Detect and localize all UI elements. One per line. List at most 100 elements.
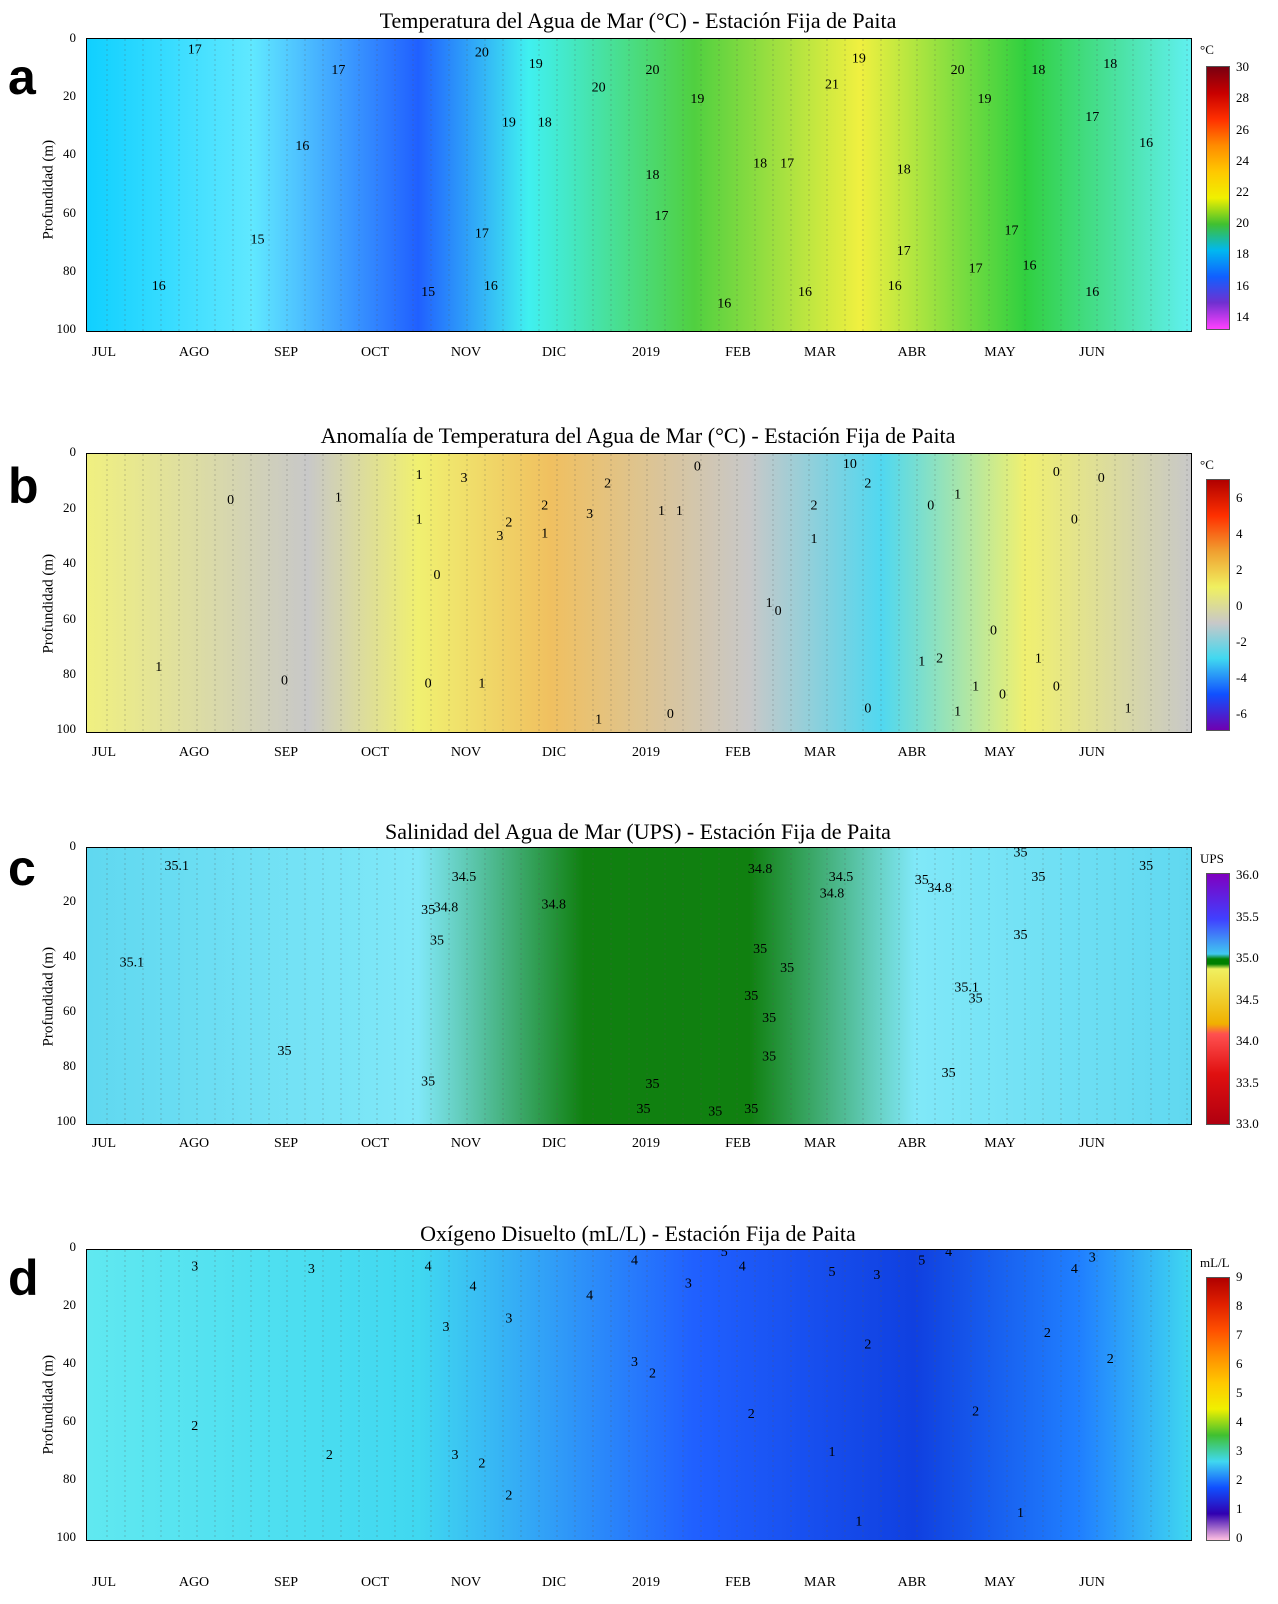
contour-label: 17 xyxy=(1004,224,1018,239)
contour-label: 0 xyxy=(1071,513,1078,528)
colorbar-tick: -2 xyxy=(1236,634,1247,649)
contour-label: 1 xyxy=(1125,702,1132,717)
contour-label: 0 xyxy=(864,702,871,717)
colorbar-tick: 3 xyxy=(1236,1443,1243,1458)
x-tick: MAY xyxy=(984,1136,1016,1151)
contour-label: 4 xyxy=(469,1280,476,1295)
colorbar-tick: 34.0 xyxy=(1236,1033,1259,1048)
contour-label: 18 xyxy=(753,156,767,171)
contour-label: 18 xyxy=(538,116,552,131)
colorbar-tick: 2 xyxy=(1236,562,1243,577)
contour-label: 17 xyxy=(969,262,983,277)
contour-label: 35 xyxy=(1031,870,1045,885)
x-tick: DIC xyxy=(541,1136,567,1151)
x-tick: DIC xyxy=(541,745,567,760)
colorbar-tick: 26 xyxy=(1236,122,1249,137)
heatmap-plot: 17 17 16 15 16 15 20 19 19 18 17 16 20 20 19 18 17 16 18 17… xyxy=(86,38,1192,332)
contour-label: 4 xyxy=(425,1259,432,1274)
y-tick: 80 xyxy=(63,1058,76,1073)
contour-label: 16 xyxy=(717,297,731,312)
contour-label: 3 xyxy=(873,1268,880,1283)
colorbar-tick: 33.0 xyxy=(1236,1116,1259,1131)
panel-dissolved-oxygen: d Oxígeno Disuelto (mL/L) - Estación Fij… xyxy=(0,1215,1278,1590)
colorbar-tick: 6 xyxy=(1236,1356,1243,1371)
x-tick: MAY xyxy=(984,345,1016,360)
contour-label: 1 xyxy=(918,654,925,669)
contour-label: 3 xyxy=(452,1448,459,1463)
contour-label: 1 xyxy=(658,504,665,519)
heatmap-field xyxy=(87,848,1191,1124)
colorbar-tick: -6 xyxy=(1236,706,1247,721)
x-tick: AGO xyxy=(178,345,210,360)
contour-label: 19 xyxy=(978,92,992,107)
x-tick: SEP xyxy=(273,1575,299,1590)
contour-label: 35 xyxy=(708,1105,722,1120)
contour-label: 0 xyxy=(1053,465,1060,480)
contour-label: 1 xyxy=(416,513,423,528)
contour-label: 3 xyxy=(308,1262,315,1277)
y-tick: 80 xyxy=(63,666,76,681)
colorbar-tick: 34.5 xyxy=(1236,992,1259,1007)
x-tick: MAY xyxy=(984,1575,1016,1590)
colorbar-unit: UPS xyxy=(1200,851,1224,866)
contour-label: 2 xyxy=(541,499,548,514)
contour-label: 0 xyxy=(227,493,234,508)
x-tick: ABR xyxy=(897,1136,927,1151)
panel-temperature: a Temperatura del Agua de Mar (°C) - Est… xyxy=(0,0,1278,360)
contour-label: 1 xyxy=(478,677,485,692)
y-tick: 80 xyxy=(63,263,76,278)
contour-label: 17 xyxy=(654,209,668,224)
colorbar-tick: 36.0 xyxy=(1236,867,1259,882)
contour-label: 16 xyxy=(1085,285,1099,300)
heatmap-field xyxy=(87,39,1191,331)
contour-label: 34.5 xyxy=(829,870,854,885)
colorbar-tick: 24 xyxy=(1236,153,1249,168)
colorbar-tick: 18 xyxy=(1236,246,1249,261)
contour-label: 2 xyxy=(478,1457,485,1472)
colorbar-tick: 20 xyxy=(1236,215,1249,230)
x-tick: OCT xyxy=(361,745,389,760)
x-tick: SEP xyxy=(273,745,299,760)
x-tick: JUL xyxy=(91,1136,117,1151)
x-tick: JUN xyxy=(1079,745,1105,760)
panel-letter-b: b xyxy=(8,458,39,514)
contour-label: 35 xyxy=(942,1066,956,1081)
colorbar xyxy=(1206,479,1230,731)
colorbar-tick: 9 xyxy=(1236,1269,1243,1284)
x-tick: DIC xyxy=(541,345,567,360)
y-tick: 100 xyxy=(56,1529,77,1544)
colorbar-tick: 22 xyxy=(1236,184,1249,199)
contour-label: 35.1 xyxy=(120,956,145,971)
y-tick: 20 xyxy=(63,88,76,103)
contour-label: 1 xyxy=(855,1515,862,1530)
x-tick: 2019 xyxy=(632,345,660,360)
x-tick: AGO xyxy=(178,1575,210,1590)
contour-label: 35 xyxy=(645,1077,659,1092)
contour-label: 17 xyxy=(780,156,794,171)
y-tick: 60 xyxy=(63,1003,76,1018)
y-tick: 40 xyxy=(63,146,76,161)
x-tick: FEB xyxy=(725,345,751,360)
contour-label: 0 xyxy=(667,707,674,722)
colorbar-tick: 6 xyxy=(1236,490,1243,505)
colorbar-tick: 8 xyxy=(1236,1298,1243,1313)
contour-label: 3 xyxy=(505,1312,512,1327)
y-tick: 100 xyxy=(56,321,77,336)
y-tick: 40 xyxy=(63,948,76,963)
contour-label: 35.1 xyxy=(165,859,190,874)
x-tick: ABR xyxy=(897,345,927,360)
colorbar-tick: 5 xyxy=(1236,1385,1243,1400)
contour-label: 0 xyxy=(999,688,1006,703)
x-tick: MAR xyxy=(804,1575,836,1590)
colorbar xyxy=(1206,873,1230,1125)
contour-label: 2 xyxy=(326,1448,333,1463)
x-tick: AGO xyxy=(178,745,210,760)
contour-label: 19 xyxy=(852,51,866,66)
contour-label: 35 xyxy=(1013,848,1027,860)
contour-label: 16 xyxy=(1139,136,1153,151)
colorbar-unit: mL/L xyxy=(1200,1255,1230,1270)
colorbar-tick: 14 xyxy=(1236,309,1249,324)
contour-label: 2 xyxy=(505,1488,512,1503)
x-tick: FEB xyxy=(725,1136,751,1151)
